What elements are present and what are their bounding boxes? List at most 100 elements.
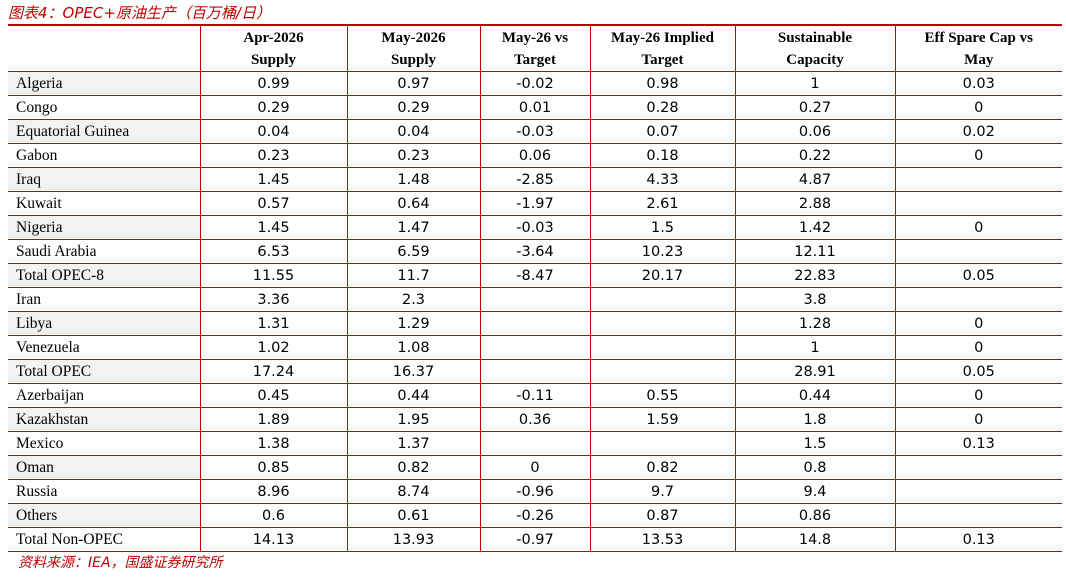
value-cell: -8.47 [479,263,590,288]
table-row: Russia 8.96 8.74 -0.96 9.7 9.4 [8,479,1062,504]
value-cell: 0.06 [734,119,895,144]
value-cell: 0.6 [199,503,347,528]
value-cell: 0.05 [894,263,1062,288]
header-cell: May-26 Implied Target [589,24,735,72]
value-cell: 0 [479,455,590,480]
value-cell: 4.87 [734,167,895,192]
row-label: Azerbaijan [8,383,200,408]
table-row: Algeria 0.99 0.97 -0.02 0.98 1 0.03 [8,71,1062,96]
empty-cell [894,167,1062,192]
empty-cell [894,479,1062,504]
value-cell: 0.04 [346,119,480,144]
value-cell: 1.5 [589,215,735,240]
row-label: Nigeria [8,215,200,240]
value-cell: 0.01 [479,95,590,120]
value-cell: 1.48 [346,167,480,192]
value-cell: 8.96 [199,479,347,504]
value-cell: 8.74 [346,479,480,504]
table-row: Saudi Arabia 6.53 6.59 -3.64 10.23 12.11 [8,239,1062,264]
value-cell: 1.37 [346,431,480,456]
value-cell: 0.13 [894,527,1062,552]
empty-cell [894,455,1062,480]
value-cell: 0.28 [589,95,735,120]
header-cell: Eff Spare Cap vs May [894,24,1062,72]
value-cell: 11.55 [199,263,347,288]
value-cell: 13.53 [589,527,735,552]
value-cell: 1.31 [199,311,347,336]
value-cell: 0.02 [894,119,1062,144]
table-row: Mexico 1.38 1.37 1.5 0.13 [8,431,1062,456]
value-cell: 1.47 [346,215,480,240]
value-cell: 1.28 [734,311,895,336]
value-cell: 0.29 [199,95,347,120]
header-cell: May-26 vs Target [479,24,590,72]
value-cell: 0.29 [346,95,480,120]
value-cell: 0.36 [479,407,590,432]
value-cell: 0.87 [589,503,735,528]
value-cell: -0.96 [479,479,590,504]
empty-cell [589,287,735,312]
table-row: Libya 1.31 1.29 1.28 0 [8,311,1062,336]
value-cell: 0.07 [589,119,735,144]
value-cell: -0.11 [479,383,590,408]
value-cell: 0.23 [346,143,480,168]
table-row: Kazakhstan 1.89 1.95 0.36 1.59 1.8 0 [8,407,1062,432]
source: 资料来源：IEA，国盛证券研究所 [18,555,223,571]
row-label: Others [8,503,200,528]
value-cell: 1.59 [589,407,735,432]
value-cell: -0.03 [479,119,590,144]
table-row: Total OPEC-8 11.55 11.7 -8.47 20.17 22.83 0.05 [8,263,1062,288]
value-cell: 11.7 [346,263,480,288]
row-label: Oman [8,455,200,480]
row-label: Total Non-OPEC [8,527,200,552]
table-row: Nigeria 1.45 1.47 -0.03 1.5 1.42 0 [8,215,1062,240]
table-row: Total OPEC 17.24 16.37 28.91 0.05 [8,359,1062,384]
header-cell: Apr-2026 Supply [199,24,347,72]
row-label: Russia [8,479,200,504]
header-cell [8,24,200,72]
row-label: Gabon [8,143,200,168]
value-cell: 3.36 [199,287,347,312]
row-label: Kazakhstan [8,407,200,432]
value-cell: 0.85 [199,455,347,480]
value-cell: 22.83 [734,263,895,288]
value-cell: 1.29 [346,311,480,336]
row-label: Mexico [8,431,200,456]
value-cell: 0.57 [199,191,347,216]
value-cell: 1.45 [199,215,347,240]
value-cell: 1.5 [734,431,895,456]
value-cell: 0.97 [346,71,480,96]
value-cell: 2.88 [734,191,895,216]
empty-cell [589,431,735,456]
row-label: Equatorial Guinea [8,119,200,144]
value-cell: 1.08 [346,335,480,360]
value-cell: 3.8 [734,287,895,312]
value-cell: 0.8 [734,455,895,480]
table-row: Equatorial Guinea 0.04 0.04 -0.03 0.07 0.06 0.… [8,119,1062,144]
row-label: Congo [8,95,200,120]
table-row: Congo 0.29 0.29 0.01 0.28 0.27 0 [8,95,1062,120]
value-cell: 10.23 [589,239,735,264]
title: 图表4：OPEC+原油生产（百万桶/日） [8,4,271,22]
value-cell: 0.13 [894,431,1062,456]
empty-cell [479,311,590,336]
value-cell: 0 [894,143,1062,168]
value-cell: 17.24 [199,359,347,384]
row-label: Libya [8,311,200,336]
row-label: Iran [8,287,200,312]
row-label: Venezuela [8,335,200,360]
value-cell: 0.86 [734,503,895,528]
table-body: Algeria 0.99 0.97 -0.02 0.98 1 0.03 Congo 0.29 0.… [8,71,1062,552]
value-cell: 0 [894,95,1062,120]
value-cell: 2.3 [346,287,480,312]
value-cell: 1.02 [199,335,347,360]
table-row: Iraq 1.45 1.48 -2.85 4.33 4.87 [8,167,1062,192]
value-cell: 0.03 [894,71,1062,96]
value-cell: 0.82 [346,455,480,480]
row-label: Total OPEC-8 [8,263,200,288]
table-row: Azerbaijan 0.45 0.44 -0.11 0.55 0.44 0 [8,383,1062,408]
table-row: Others 0.6 0.61 -0.26 0.87 0.86 [8,503,1062,528]
value-cell: -0.97 [479,527,590,552]
value-cell: 0.05 [894,359,1062,384]
table-row: Gabon 0.23 0.23 0.06 0.18 0.22 0 [8,143,1062,168]
